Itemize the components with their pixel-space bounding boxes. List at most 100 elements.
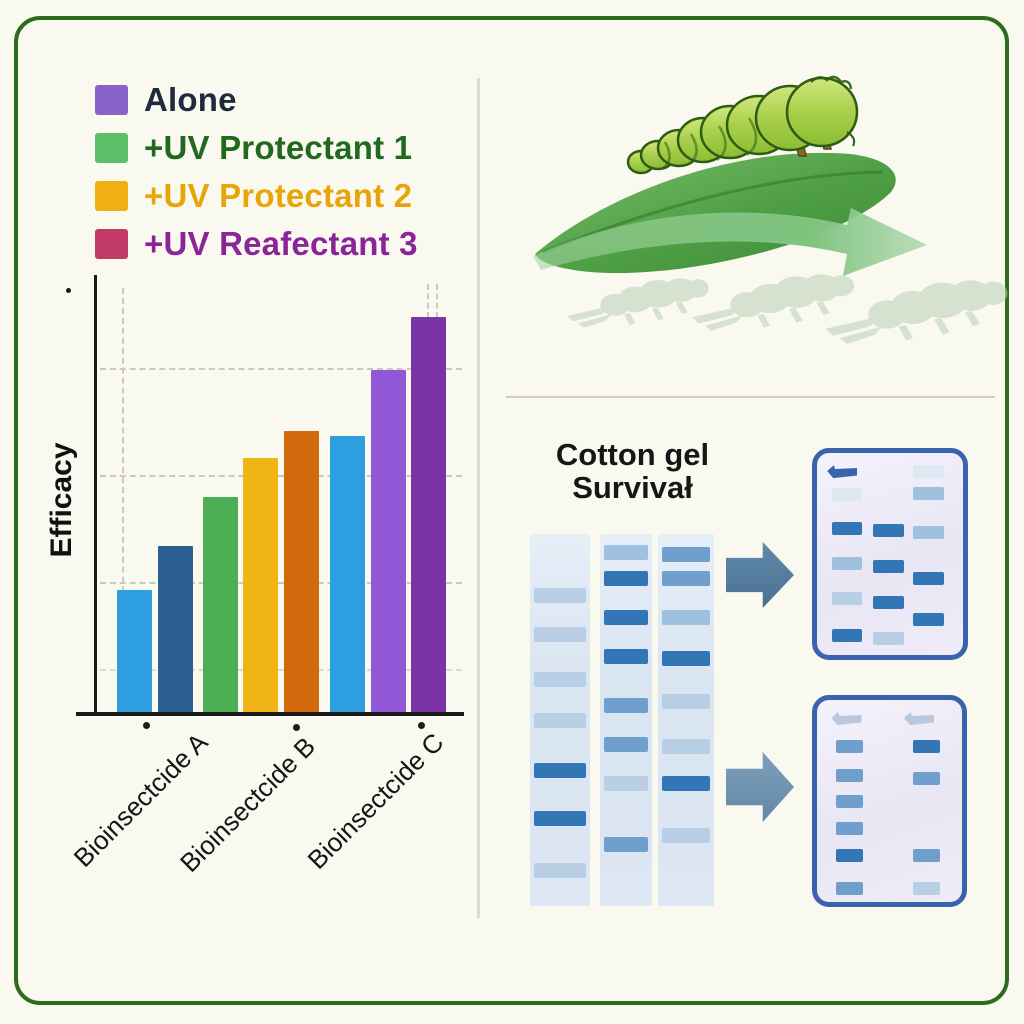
legend-item: +UV Protectant 1 bbox=[95, 124, 418, 172]
gel-band bbox=[661, 776, 711, 791]
legend-label: +UV Reafectant 3 bbox=[144, 225, 418, 262]
bar-7 bbox=[371, 370, 406, 713]
plate-band bbox=[913, 526, 945, 539]
gel-band bbox=[534, 627, 586, 642]
tick-dot bbox=[418, 722, 425, 729]
gel-band bbox=[661, 739, 711, 754]
legend-swatch bbox=[95, 181, 128, 211]
gridline-vertical bbox=[436, 284, 438, 318]
legend-label: +UV Protectant 1 bbox=[144, 129, 413, 166]
gel-band bbox=[603, 610, 649, 625]
gel-band bbox=[534, 588, 586, 603]
plate-band bbox=[873, 632, 904, 645]
plate-band bbox=[873, 596, 904, 609]
gridline-vertical bbox=[427, 284, 429, 318]
gridline-horizontal bbox=[100, 368, 462, 370]
bar-6 bbox=[330, 436, 365, 713]
gel-band bbox=[603, 545, 649, 560]
gel-band bbox=[661, 571, 711, 586]
plate-band bbox=[835, 822, 864, 835]
bar-3 bbox=[203, 497, 238, 713]
plate-band bbox=[913, 465, 945, 478]
plate-band bbox=[873, 524, 904, 537]
plate-band bbox=[912, 849, 941, 862]
plate-band bbox=[912, 882, 941, 895]
plate-band bbox=[835, 740, 864, 753]
gel-plate-2 bbox=[812, 695, 967, 907]
plate-band bbox=[912, 740, 941, 753]
plate-band bbox=[831, 592, 863, 605]
bar-5 bbox=[284, 431, 319, 713]
caterpillar bbox=[626, 75, 859, 175]
gel-band bbox=[603, 698, 649, 713]
plate-band bbox=[835, 849, 864, 862]
legend-item: +UV Reafectant 3 bbox=[95, 220, 418, 268]
legend-swatch bbox=[95, 229, 128, 259]
gel-band bbox=[603, 649, 649, 664]
gridline-horizontal bbox=[100, 669, 462, 671]
gridline-horizontal bbox=[100, 582, 462, 584]
gel-band bbox=[534, 713, 586, 728]
bar-1 bbox=[117, 590, 152, 713]
legend-swatch bbox=[95, 133, 128, 163]
plate-band bbox=[831, 488, 863, 501]
legend-item: +UV Protectant 2 bbox=[95, 172, 418, 220]
x-axis-line bbox=[76, 712, 464, 716]
progression-arrow bbox=[533, 208, 927, 276]
legend-item: Alone bbox=[95, 76, 418, 124]
gel-band bbox=[661, 547, 711, 562]
gel-title-line2: Survivał bbox=[572, 470, 693, 506]
plate-band bbox=[913, 572, 945, 585]
tick-dot bbox=[293, 724, 300, 731]
x-tick-label: Bioinsectcide C bbox=[301, 727, 450, 875]
gel-lane-3 bbox=[658, 534, 714, 906]
gridline-vertical bbox=[122, 288, 124, 712]
legend-label: Alone bbox=[144, 81, 237, 118]
plate-band bbox=[912, 772, 941, 785]
plate-band bbox=[835, 769, 864, 782]
gel-title-line1: Cotton gel bbox=[555, 437, 710, 472]
bar-4 bbox=[243, 458, 278, 713]
gel-band bbox=[603, 737, 649, 752]
plate-band bbox=[913, 613, 945, 626]
gel-band bbox=[534, 811, 586, 826]
plate-band bbox=[913, 487, 945, 500]
gel-band bbox=[661, 694, 711, 709]
tick-dot bbox=[143, 722, 150, 729]
gel-section-title: Cotton gel Survivał bbox=[525, 438, 740, 505]
legend-label: +UV Protectant 2 bbox=[144, 177, 413, 214]
plate-band bbox=[873, 560, 904, 573]
gel-band bbox=[603, 571, 649, 586]
gridline-horizontal bbox=[100, 475, 462, 477]
horizontal-divider bbox=[506, 396, 995, 398]
plate-band bbox=[835, 882, 864, 895]
plate-band bbox=[835, 795, 864, 808]
plate-corner-flap-icon bbox=[831, 712, 862, 726]
gel-band bbox=[534, 672, 586, 687]
plate-corner-flap-icon bbox=[827, 465, 858, 479]
caterpillar-illustration bbox=[533, 75, 1008, 345]
gel-band bbox=[534, 863, 586, 878]
gel-band bbox=[661, 828, 711, 843]
bar-2 bbox=[158, 546, 193, 713]
gel-plate-1 bbox=[812, 448, 968, 660]
plate-band bbox=[831, 629, 863, 642]
right-arrow-icon bbox=[726, 752, 794, 822]
gel-lane-2 bbox=[600, 534, 652, 906]
gel-band bbox=[603, 837, 649, 852]
plate-band bbox=[831, 522, 863, 535]
plate-band bbox=[831, 557, 863, 570]
y-axis-line bbox=[94, 275, 97, 716]
gel-band bbox=[603, 776, 649, 791]
gel-band bbox=[661, 610, 711, 625]
right-arrow-icon bbox=[726, 542, 794, 608]
gel-lane-1 bbox=[530, 534, 590, 906]
y-axis-label: Efficacy bbox=[45, 442, 78, 558]
chart-legend: Alone +UV Protectant 1 +UV Protectant 2 +UV… bbox=[95, 76, 418, 268]
legend-swatch bbox=[95, 85, 128, 115]
plate-corner-flap-icon bbox=[904, 712, 934, 726]
vertical-divider bbox=[477, 78, 480, 918]
tick-dot bbox=[66, 288, 71, 293]
bar-8 bbox=[411, 317, 446, 713]
